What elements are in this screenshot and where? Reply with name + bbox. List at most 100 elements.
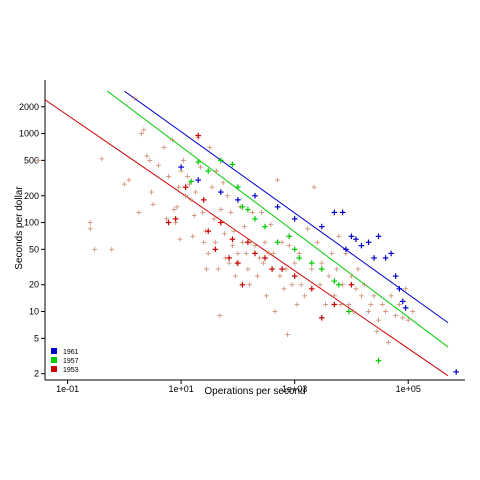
background-point: [201, 239, 207, 245]
x-tick-label: 1e-01: [56, 384, 79, 394]
background-point: [348, 273, 354, 279]
point-1957: [229, 161, 236, 168]
background-point: [393, 313, 399, 319]
point-1953: [205, 228, 212, 234]
point-1953: [226, 255, 232, 261]
background-point: [289, 282, 295, 288]
point-1957: [375, 357, 382, 364]
point-1961: [291, 216, 298, 222]
background-point: [191, 213, 197, 219]
point-1961: [371, 255, 377, 261]
point-1961: [348, 233, 355, 240]
background-point: [311, 184, 317, 190]
background-point: [212, 239, 218, 245]
background-point: [163, 216, 169, 222]
background-point: [245, 266, 251, 272]
background-point: [126, 177, 132, 183]
legend-label-1961: 1961: [63, 349, 79, 356]
background-point: [180, 157, 186, 163]
background-point: [270, 250, 276, 256]
background-point: [323, 301, 329, 307]
background-point: [209, 184, 215, 190]
background-point: [217, 313, 223, 319]
point-1961: [388, 250, 394, 257]
background-point: [205, 250, 211, 256]
background-point: [336, 233, 342, 239]
background-point: [296, 250, 302, 256]
background-point: [262, 239, 268, 245]
background-point: [305, 226, 311, 232]
point-1957: [331, 278, 338, 284]
background-point: [249, 209, 255, 215]
point-1953: [348, 281, 355, 288]
background-point: [268, 222, 274, 228]
background-point: [99, 156, 105, 162]
x-axis-title: Operations per second: [204, 386, 305, 397]
background-point: [285, 332, 291, 338]
fit-line-1953: [44, 99, 449, 377]
background-point: [174, 204, 180, 210]
background-point: [87, 220, 93, 226]
point-1953: [229, 236, 236, 242]
legend-swatch-1957: [51, 357, 57, 363]
background-point: [166, 173, 172, 179]
y-tick-label: 200: [24, 191, 39, 201]
legend: 1961 1957 1953: [51, 348, 79, 374]
background-point: [281, 286, 287, 292]
background-point: [376, 317, 382, 323]
background-point: [258, 209, 264, 215]
x-tick-label: 1e+05: [396, 384, 421, 394]
background-point: [226, 260, 232, 266]
background-point: [109, 246, 115, 252]
background-point: [353, 286, 359, 292]
background-point: [260, 260, 266, 266]
background-point: [241, 224, 247, 230]
point-1961: [178, 164, 184, 170]
background-point: [317, 282, 323, 288]
point-1961: [382, 255, 389, 261]
background-point: [200, 209, 206, 215]
background-point: [294, 301, 300, 307]
point-1961: [235, 197, 241, 203]
background-point: [87, 226, 93, 232]
point-1953: [269, 266, 275, 272]
point-1957: [245, 206, 251, 213]
background-point: [388, 293, 394, 299]
point-1957: [336, 281, 342, 288]
background-point: [232, 273, 238, 279]
point-1961: [353, 236, 359, 242]
background-point: [229, 243, 235, 249]
x-tick-label: 1e+01: [168, 384, 193, 394]
background-point: [177, 236, 183, 242]
background-point: [183, 193, 189, 199]
background-point: [309, 266, 315, 272]
point-1957: [296, 255, 302, 261]
point-1961: [402, 305, 409, 311]
background-point: [138, 131, 144, 137]
y-tick-label: 2000: [19, 102, 39, 112]
background-point: [329, 250, 335, 256]
background-point: [171, 207, 177, 213]
background-point: [338, 301, 344, 307]
background-point: [275, 177, 281, 183]
background-point: [277, 273, 283, 279]
point-1953: [279, 266, 285, 272]
point-1961: [396, 286, 403, 292]
point-1961: [252, 192, 258, 199]
background-point: [141, 127, 147, 133]
y-tick-label: 20: [29, 280, 39, 290]
y-tick-label: 1000: [19, 129, 39, 139]
point-1957: [195, 159, 202, 165]
point-1957: [318, 266, 325, 272]
point-1957: [218, 157, 224, 164]
background-point: [207, 144, 213, 150]
point-1957: [308, 260, 315, 266]
point-1957: [235, 184, 241, 190]
point-1953: [182, 184, 189, 190]
background-point: [319, 260, 325, 266]
background-point: [368, 301, 374, 307]
point-1953: [212, 246, 219, 253]
background-point: [246, 282, 252, 288]
y-ticks: 2 5 10 20 50 100 200 500 1000 2000: [19, 102, 45, 379]
point-1953: [239, 281, 246, 288]
